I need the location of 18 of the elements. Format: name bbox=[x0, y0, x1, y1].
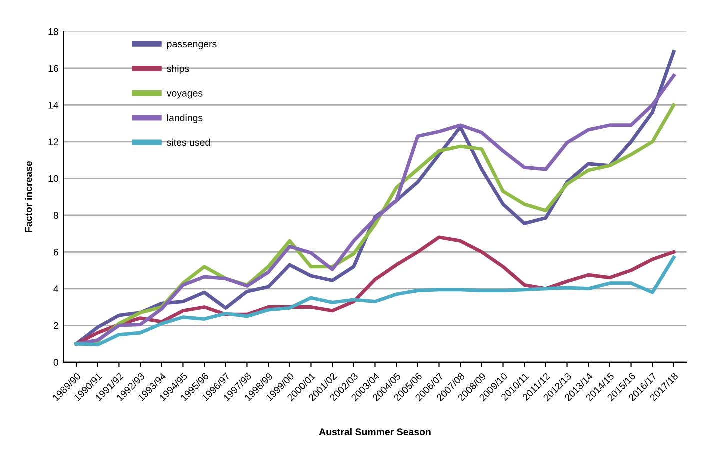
y-tick-label: 18 bbox=[48, 28, 58, 36]
x-axis-title: Austral Summer Season bbox=[319, 428, 431, 436]
legend-label: sites used bbox=[167, 138, 210, 146]
y-tick-label: 2 bbox=[54, 322, 58, 330]
y-tick-label: 12 bbox=[48, 138, 58, 146]
legend-label: voyages bbox=[166, 92, 203, 99]
line-series bbox=[74, 256, 676, 347]
legend-label: passengers bbox=[167, 42, 217, 50]
y-tick-label: 6 bbox=[54, 248, 58, 256]
legend-label: landings bbox=[168, 114, 203, 124]
y-tick-label: 0 bbox=[54, 359, 58, 366]
y-tick-label: 8 bbox=[54, 212, 58, 220]
y-tick-label: 14 bbox=[48, 102, 59, 109]
legend-label: ships bbox=[167, 65, 190, 74]
y-tick-label: 16 bbox=[48, 65, 58, 72]
y-tick-label: 10 bbox=[48, 175, 58, 182]
y-axis-title: Factor increase bbox=[25, 161, 32, 232]
y-tick-label: 4 bbox=[54, 286, 59, 292]
